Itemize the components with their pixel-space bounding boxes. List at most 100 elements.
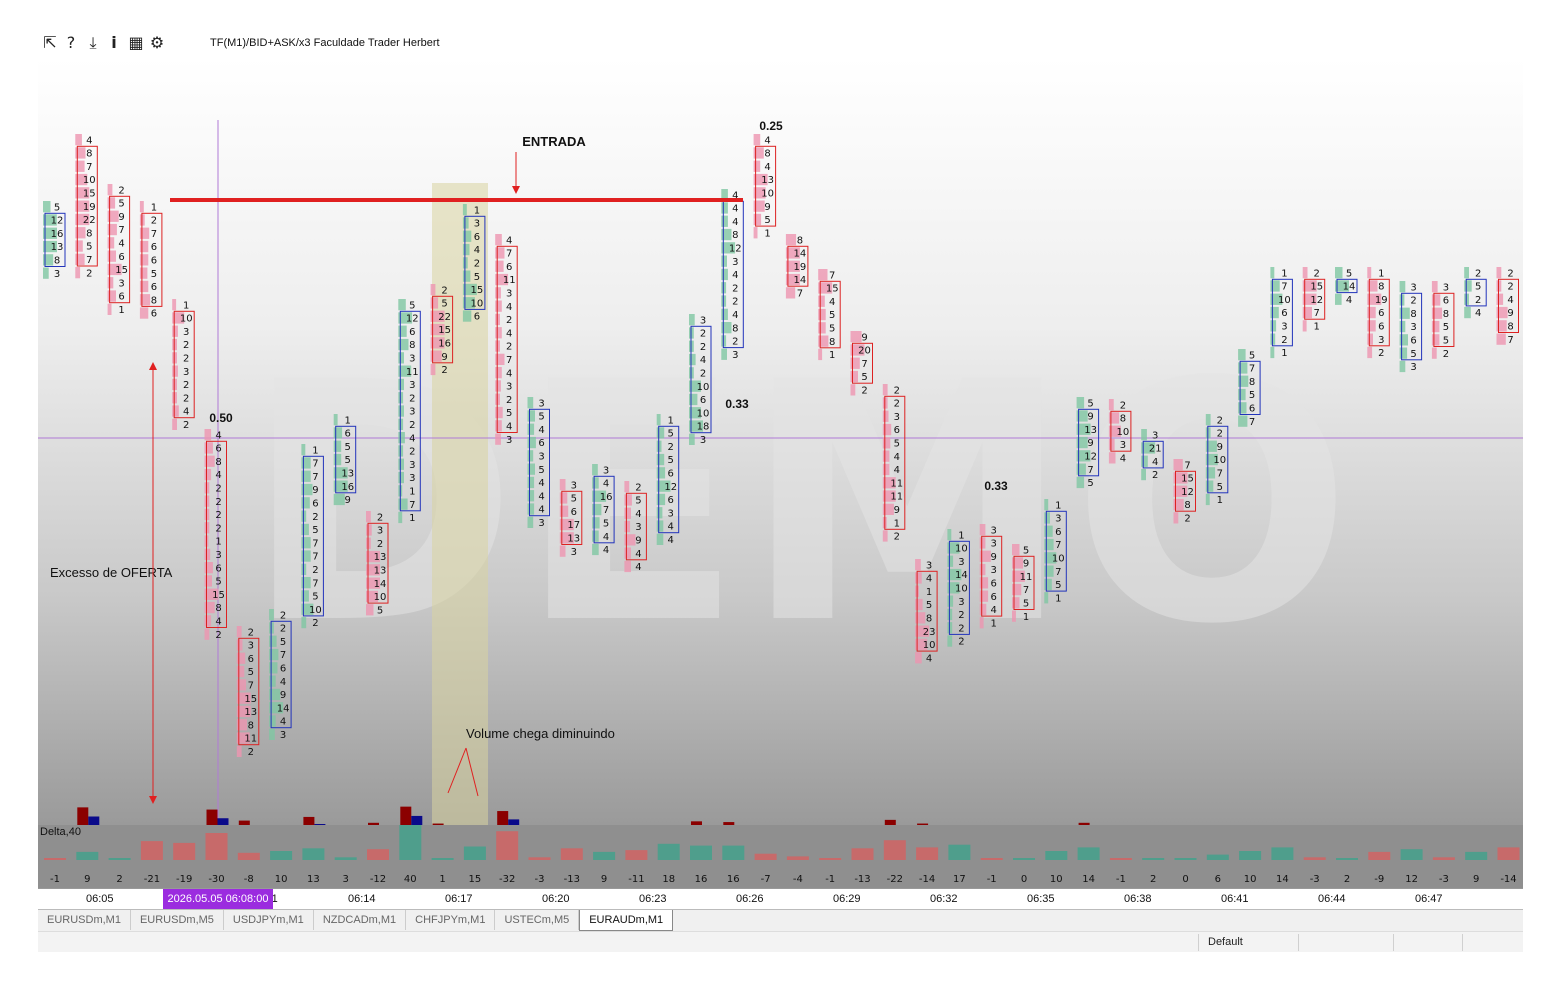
price-level-value: 3 [538,452,544,463]
price-level-value: 22 [83,215,96,226]
delta-value: -22 [887,874,903,885]
download-icon[interactable]: ⤓ [89,33,97,52]
price-level-value: 2 [215,630,221,641]
volume-cell [1270,306,1279,319]
price-level-value: 3 [991,525,997,536]
volume-cell [753,160,761,172]
symbol-tab[interactable]: CHFJPYm,M1 [406,910,496,930]
price-level-value: 4 [1475,308,1481,319]
volume-cell [1270,293,1283,305]
delta-bar [1109,858,1132,860]
volume-cell [139,227,150,239]
footprint-candle: 1 3 6 7 10 7 5 1 [1044,499,1067,604]
help-icon[interactable]: ? [66,33,76,52]
price-level-value: 2 [732,337,738,348]
volume-cell [366,550,380,563]
volume-cell [527,423,535,435]
status-separator [1298,934,1299,951]
volume-cell [850,370,858,383]
volume-cell [979,537,986,549]
price-level-value: 15 [438,325,451,336]
price-level-value: 7 [312,538,318,549]
delta-bar [496,831,519,860]
volume-cell [624,507,631,519]
info-icon[interactable]: i [111,33,117,52]
delta-pane: -1 9 2 -21 -19 -30 -8 10 13 3 -12 40 1 15 -32 -3 -13 9 -11… [38,824,1523,888]
symbol-tab[interactable]: EURAUDm,M1 [579,910,674,931]
price-level-value: 2 [183,354,189,365]
price-level-value: 5 [1023,599,1029,610]
price-level-value: 5 [1087,398,1093,409]
price-level-value: 3 [506,382,512,393]
symbol-tab[interactable]: EURUSDm,M1 [38,910,131,930]
symbol-tab[interactable]: EURUSDm,M5 [131,910,224,930]
time-tick: 06:44 [1318,893,1346,905]
price-level-value: 5 [1217,482,1223,493]
volume-bid-bar [206,809,218,825]
footprint-candle: 2 5 9 7 4 6 15 3 6 1 [107,184,131,316]
volume-cell [333,493,345,506]
volume-cell [1238,415,1248,427]
volume-cell [398,405,404,417]
price-level-value: 6 [1410,336,1416,347]
symbol-tab[interactable]: NZDCADm,M1 [314,910,407,930]
price-level-value: 12 [51,216,64,227]
symbol-tab[interactable]: USTECm,M5 [495,910,580,930]
price-level-value: 9 [635,536,641,547]
volume-cell [1431,294,1441,306]
volume-cell [1012,557,1024,569]
price-level-value: 6 [151,282,157,293]
candle-body [787,245,809,287]
price-level-value: 6 [894,425,900,436]
volume-cell [624,534,636,546]
delta-value: -32 [499,874,515,885]
volume-cell [1399,334,1408,346]
volume-cell [947,555,954,567]
footprint-candle: 4 6 8 4 2 2 2 2 1 3 6 5 15 8 4 2 [204,429,227,641]
volume-cell [1012,570,1025,582]
price-level-value: 9 [1023,559,1029,570]
volume-arrow [465,747,479,797]
delta-bar [1174,858,1197,860]
chart-type-icon[interactable]: ▦ [128,33,144,52]
delta-svg: -1 9 2 -21 -19 -30 -8 10 13 3 -12 40 1 15 -32 -3 -13 9 -11… [44,824,1520,885]
price-level-value: 8 [215,457,221,468]
footprint-candle: 2 2 5 7 6 4 9 14 4 3 [269,609,292,741]
volume-cell [1141,442,1156,454]
price-level-value: 6 [668,495,674,506]
volume-cell [785,260,800,272]
price-level-value: 10 [374,592,387,603]
volume-cell [301,537,311,549]
gear-icon[interactable]: ⚙ [149,33,165,52]
price-level-value: 3 [506,435,512,446]
delta-value: -1 [1116,874,1126,885]
volume-ask-bar [411,815,423,825]
volume-cell [1076,450,1091,462]
volume-cell [430,337,445,349]
price-level-value: 7 [409,500,415,511]
price-level-value: 4 [603,545,609,556]
toolbar: ⇱ ? ⤓ i ▦ ⚙ TF(M1)/BID+ASK/x3 Faculdade … [38,28,1523,58]
price-level-value: 2 [409,393,415,404]
delta-bar [754,853,777,860]
volume-cell [236,732,250,744]
price-level-value: 3 [1378,335,1384,346]
price-level-value: 10 [697,382,710,393]
footprint-plot[interactable]: DEMO 5 12 16 13 8 3 4 8 7 10 15 19 22 8 5 7 2 2 5 9 7 4 6 15 3 6 1… [38,58,1523,825]
price-level-value: 4 [474,245,480,256]
volume-cell [1238,349,1246,361]
symbol-tab[interactable]: USDJPYm,M1 [224,910,314,930]
candle-body [1239,360,1261,415]
highlight-band [432,183,488,825]
price-level-value: 9 [894,505,900,516]
delta-bar [1077,847,1100,860]
price-level-value: 1 [215,537,221,548]
footprint-candle: 3 2 2 4 2 10 6 10 18 3 [689,314,712,446]
volume-cell [624,547,631,559]
volume-cell [495,287,501,299]
cursor-arrow-icon[interactable]: ⇱ [43,33,57,52]
price-level-value: 2 [894,532,900,543]
price-level-value: 1 [409,487,415,498]
volume-cell [721,268,728,281]
delta-value: -30 [208,874,224,885]
